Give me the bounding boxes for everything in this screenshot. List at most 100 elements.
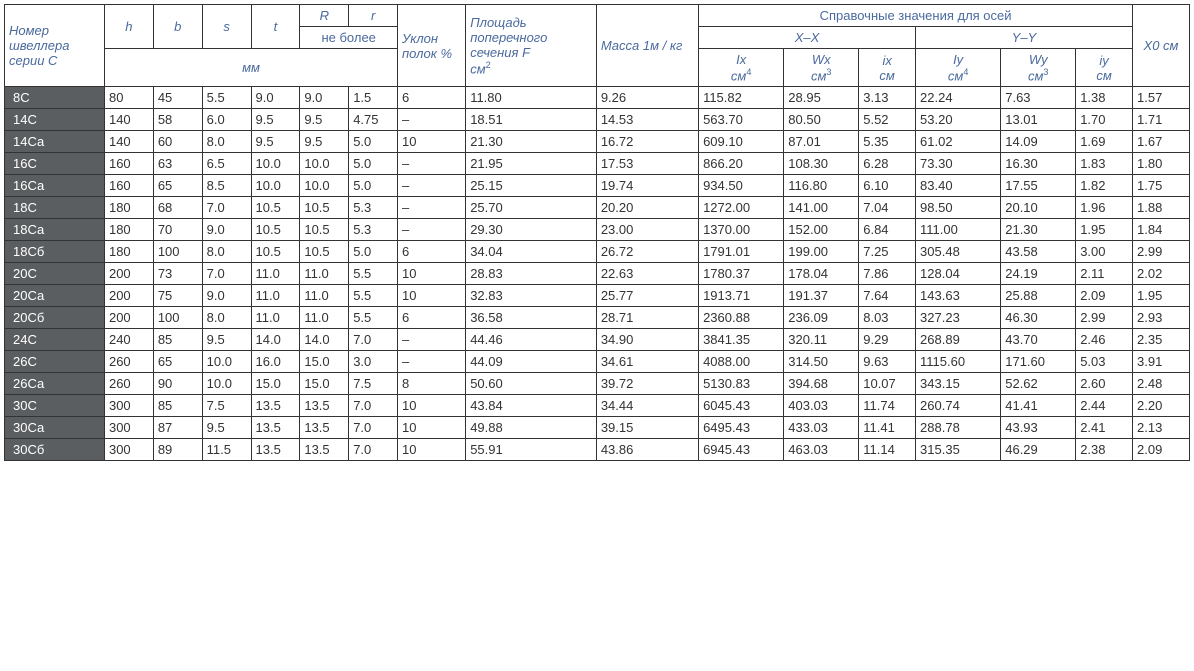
data-cell: 300	[104, 417, 153, 439]
data-cell: 7.0	[349, 395, 398, 417]
data-cell: 2.11	[1076, 263, 1133, 285]
data-cell: 191.37	[784, 285, 859, 307]
data-cell: 5.0	[349, 241, 398, 263]
data-cell: 10	[398, 395, 466, 417]
channel-table: Номер швеллера серии С h b s t R r Уклон…	[4, 4, 1190, 461]
data-cell: 2360.88	[699, 307, 784, 329]
data-cell: 21.95	[466, 153, 597, 175]
data-cell: 2.35	[1133, 329, 1190, 351]
data-cell: 1791.01	[699, 241, 784, 263]
data-cell: 1.84	[1133, 219, 1190, 241]
data-cell: 100	[153, 307, 202, 329]
data-cell: 58	[153, 109, 202, 131]
data-cell: 80	[104, 87, 153, 109]
data-cell: 5.5	[349, 263, 398, 285]
data-cell: 9.5	[202, 329, 251, 351]
data-cell: 1.70	[1076, 109, 1133, 131]
data-cell: 260	[104, 351, 153, 373]
data-cell: 3.91	[1133, 351, 1190, 373]
data-cell: 14.53	[596, 109, 698, 131]
data-cell: 60	[153, 131, 202, 153]
data-cell: 320.11	[784, 329, 859, 351]
data-cell: 50.60	[466, 373, 597, 395]
data-cell: 2.13	[1133, 417, 1190, 439]
data-cell: 25.77	[596, 285, 698, 307]
data-cell: 4088.00	[699, 351, 784, 373]
data-cell: 5.3	[349, 197, 398, 219]
row-label: 16С	[5, 153, 105, 175]
data-cell: 5.03	[1076, 351, 1133, 373]
data-cell: 65	[153, 175, 202, 197]
data-cell: 43.70	[1001, 329, 1076, 351]
data-cell: 8.0	[202, 241, 251, 263]
data-cell: 315.35	[916, 439, 1001, 461]
col-R: R	[300, 5, 349, 27]
data-cell: 83.40	[916, 175, 1001, 197]
data-cell: 10.0	[251, 175, 300, 197]
data-cell: 7.0	[349, 329, 398, 351]
data-cell: 866.20	[699, 153, 784, 175]
data-cell: –	[398, 219, 466, 241]
data-cell: 2.38	[1076, 439, 1133, 461]
col-notmore: не более	[300, 27, 398, 49]
data-cell: 11.0	[251, 307, 300, 329]
data-cell: 15.0	[251, 373, 300, 395]
data-cell: 73.30	[916, 153, 1001, 175]
table-row: 24С240859.514.014.07.0–44.4634.903841.35…	[5, 329, 1190, 351]
data-cell: 9.0	[202, 219, 251, 241]
data-cell: 4.75	[349, 109, 398, 131]
data-cell: 6.0	[202, 109, 251, 131]
data-cell: 1.71	[1133, 109, 1190, 131]
data-cell: 10.0	[300, 153, 349, 175]
data-cell: 11.5	[202, 439, 251, 461]
data-cell: 26.72	[596, 241, 698, 263]
col-r: r	[349, 5, 398, 27]
data-cell: 116.80	[784, 175, 859, 197]
data-cell: 115.82	[699, 87, 784, 109]
data-cell: 9.5	[202, 417, 251, 439]
data-cell: 1.5	[349, 87, 398, 109]
col-h: h	[104, 5, 153, 49]
data-cell: 32.83	[466, 285, 597, 307]
data-cell: 17.53	[596, 153, 698, 175]
data-cell: 75	[153, 285, 202, 307]
data-cell: 2.02	[1133, 263, 1190, 285]
data-cell: 10.0	[202, 351, 251, 373]
data-cell: 28.95	[784, 87, 859, 109]
data-cell: 10.0	[300, 175, 349, 197]
col-x0: X0 см	[1133, 5, 1190, 87]
data-cell: 6045.43	[699, 395, 784, 417]
col-ref: Справочные значения для осей	[699, 5, 1133, 27]
data-cell: 1913.71	[699, 285, 784, 307]
data-cell: 7.63	[1001, 87, 1076, 109]
data-cell: 1.82	[1076, 175, 1133, 197]
data-cell: 43.84	[466, 395, 597, 417]
data-cell: 87	[153, 417, 202, 439]
data-cell: 70	[153, 219, 202, 241]
data-cell: 5.0	[349, 153, 398, 175]
data-cell: 34.90	[596, 329, 698, 351]
data-cell: 305.48	[916, 241, 1001, 263]
data-cell: 7.0	[349, 417, 398, 439]
data-cell: 178.04	[784, 263, 859, 285]
data-cell: 46.30	[1001, 307, 1076, 329]
data-cell: 300	[104, 395, 153, 417]
data-cell: 128.04	[916, 263, 1001, 285]
col-yy: Y–Y	[916, 27, 1133, 49]
data-cell: 10	[398, 131, 466, 153]
data-cell: 7.25	[859, 241, 916, 263]
data-cell: 9.5	[251, 131, 300, 153]
data-cell: 6495.43	[699, 417, 784, 439]
data-cell: 6.10	[859, 175, 916, 197]
row-label: 18Сб	[5, 241, 105, 263]
data-cell: 300	[104, 439, 153, 461]
data-cell: 10.5	[300, 241, 349, 263]
data-cell: 5.52	[859, 109, 916, 131]
data-cell: 11.80	[466, 87, 597, 109]
row-label: 20Са	[5, 285, 105, 307]
data-cell: 10.07	[859, 373, 916, 395]
data-cell: –	[398, 329, 466, 351]
data-cell: 6.28	[859, 153, 916, 175]
data-cell: 7.0	[349, 439, 398, 461]
data-cell: 160	[104, 153, 153, 175]
